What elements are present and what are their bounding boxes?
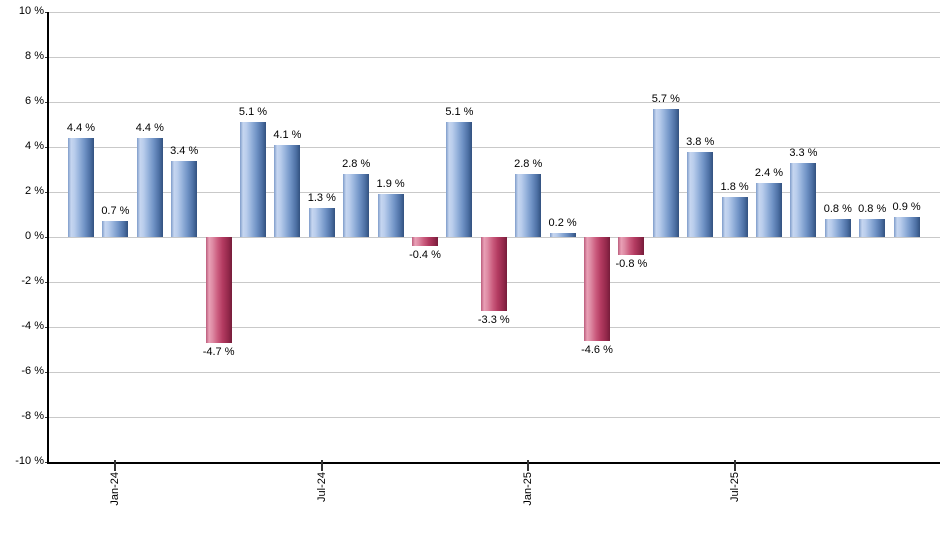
bar-positive bbox=[68, 138, 94, 237]
y-axis-tick-label: 2 % bbox=[25, 185, 44, 197]
y-axis-tick-label: -4 % bbox=[21, 320, 44, 332]
bar-value-label: 5.7 % bbox=[651, 92, 680, 105]
bar-value-label: 0.8 % bbox=[823, 203, 852, 215]
x-axis-tick bbox=[320, 460, 323, 471]
bar-value-label: 3.3 % bbox=[789, 146, 818, 159]
gridline bbox=[49, 147, 940, 148]
bar-positive bbox=[136, 138, 163, 237]
x-axis-tick-label: Jan-25 bbox=[522, 472, 535, 506]
bar-value-label: 0.9 % bbox=[892, 200, 921, 213]
y-axis-tick-label: 0 % bbox=[25, 230, 44, 242]
bar-value-label: -0.4 % bbox=[409, 249, 441, 261]
bar-value-label: 0.8 % bbox=[858, 203, 887, 215]
bar-value-label: -4.6 % bbox=[581, 343, 613, 356]
gridline bbox=[49, 192, 940, 193]
y-axis-tick-label: 6 % bbox=[25, 95, 44, 107]
bar-value-label: 1.8 % bbox=[720, 180, 749, 193]
bar-positive bbox=[102, 221, 129, 237]
x-axis-tick-label: Jul-24 bbox=[315, 472, 328, 502]
bar-value-label: 0.2 % bbox=[548, 216, 577, 229]
bar-value-label: 3.8 % bbox=[686, 135, 715, 148]
y-axis-tick-label: -2 % bbox=[21, 275, 44, 287]
y-axis-tick-label: 4 % bbox=[25, 140, 44, 152]
bar-positive bbox=[687, 151, 714, 237]
x-axis-tick bbox=[114, 460, 117, 471]
gridline bbox=[49, 102, 940, 103]
bar-positive bbox=[756, 183, 782, 237]
y-axis-tick-label: 8 % bbox=[25, 50, 44, 62]
bar-value-label: 1.9 % bbox=[376, 178, 405, 191]
bar-positive bbox=[308, 207, 335, 237]
gridline bbox=[49, 372, 940, 373]
bar-negative bbox=[412, 237, 438, 246]
bar-negative bbox=[618, 237, 645, 255]
bar-positive bbox=[515, 174, 542, 237]
bar-positive bbox=[171, 160, 198, 237]
bar-negative bbox=[205, 237, 232, 343]
bar-value-label: 1.3 % bbox=[307, 191, 336, 204]
x-axis-tick-label: Jan-24 bbox=[109, 472, 122, 506]
bar-positive bbox=[377, 194, 404, 237]
bar-value-label: -0.8 % bbox=[615, 258, 648, 270]
bar-value-label: 4.4 % bbox=[66, 122, 96, 134]
bar-positive bbox=[343, 174, 370, 237]
x-axis-tick-label: Jul-25 bbox=[728, 472, 741, 502]
bar-value-label: 4.4 % bbox=[135, 122, 164, 134]
y-axis-line bbox=[47, 12, 49, 464]
y-axis-tick-label: 10 % bbox=[18, 5, 44, 17]
bar-positive bbox=[859, 219, 886, 237]
bar-value-label: 2.8 % bbox=[342, 158, 371, 170]
y-axis-tick-label: -6 % bbox=[21, 365, 44, 377]
bar-value-label: 3.4 % bbox=[170, 144, 199, 157]
bar-negative bbox=[480, 237, 507, 312]
bar-positive bbox=[721, 196, 748, 237]
bar-value-label: 0.7 % bbox=[101, 205, 130, 218]
x-axis-tick bbox=[527, 460, 530, 471]
bar-positive bbox=[824, 219, 851, 237]
bar-positive bbox=[446, 122, 473, 237]
bar-positive bbox=[652, 108, 679, 237]
y-axis-tick-label: -8 % bbox=[21, 410, 44, 422]
gridline bbox=[49, 417, 940, 418]
bar-value-label: 5.1 % bbox=[445, 106, 474, 119]
x-axis-tick bbox=[733, 460, 736, 471]
bar-negative bbox=[584, 237, 610, 341]
bar-positive bbox=[240, 122, 266, 237]
gridline bbox=[49, 12, 940, 13]
bar-positive bbox=[274, 144, 301, 237]
y-axis-tick-label: -10 % bbox=[15, 455, 44, 467]
bar-positive bbox=[790, 162, 817, 237]
gridline bbox=[49, 327, 940, 328]
bar-positive bbox=[893, 216, 920, 237]
bar-positive bbox=[549, 232, 576, 237]
bar-value-label: 4.1 % bbox=[273, 128, 302, 141]
bar-value-label: 2.8 % bbox=[514, 158, 543, 170]
bar-value-label: -4.7 % bbox=[202, 345, 235, 358]
x-axis-line bbox=[47, 462, 940, 464]
bar-value-label: 5.1 % bbox=[238, 106, 268, 119]
bar-value-label: -3.3 % bbox=[477, 314, 510, 327]
gridline bbox=[49, 57, 940, 58]
bar-value-label: 2.4 % bbox=[754, 167, 784, 179]
